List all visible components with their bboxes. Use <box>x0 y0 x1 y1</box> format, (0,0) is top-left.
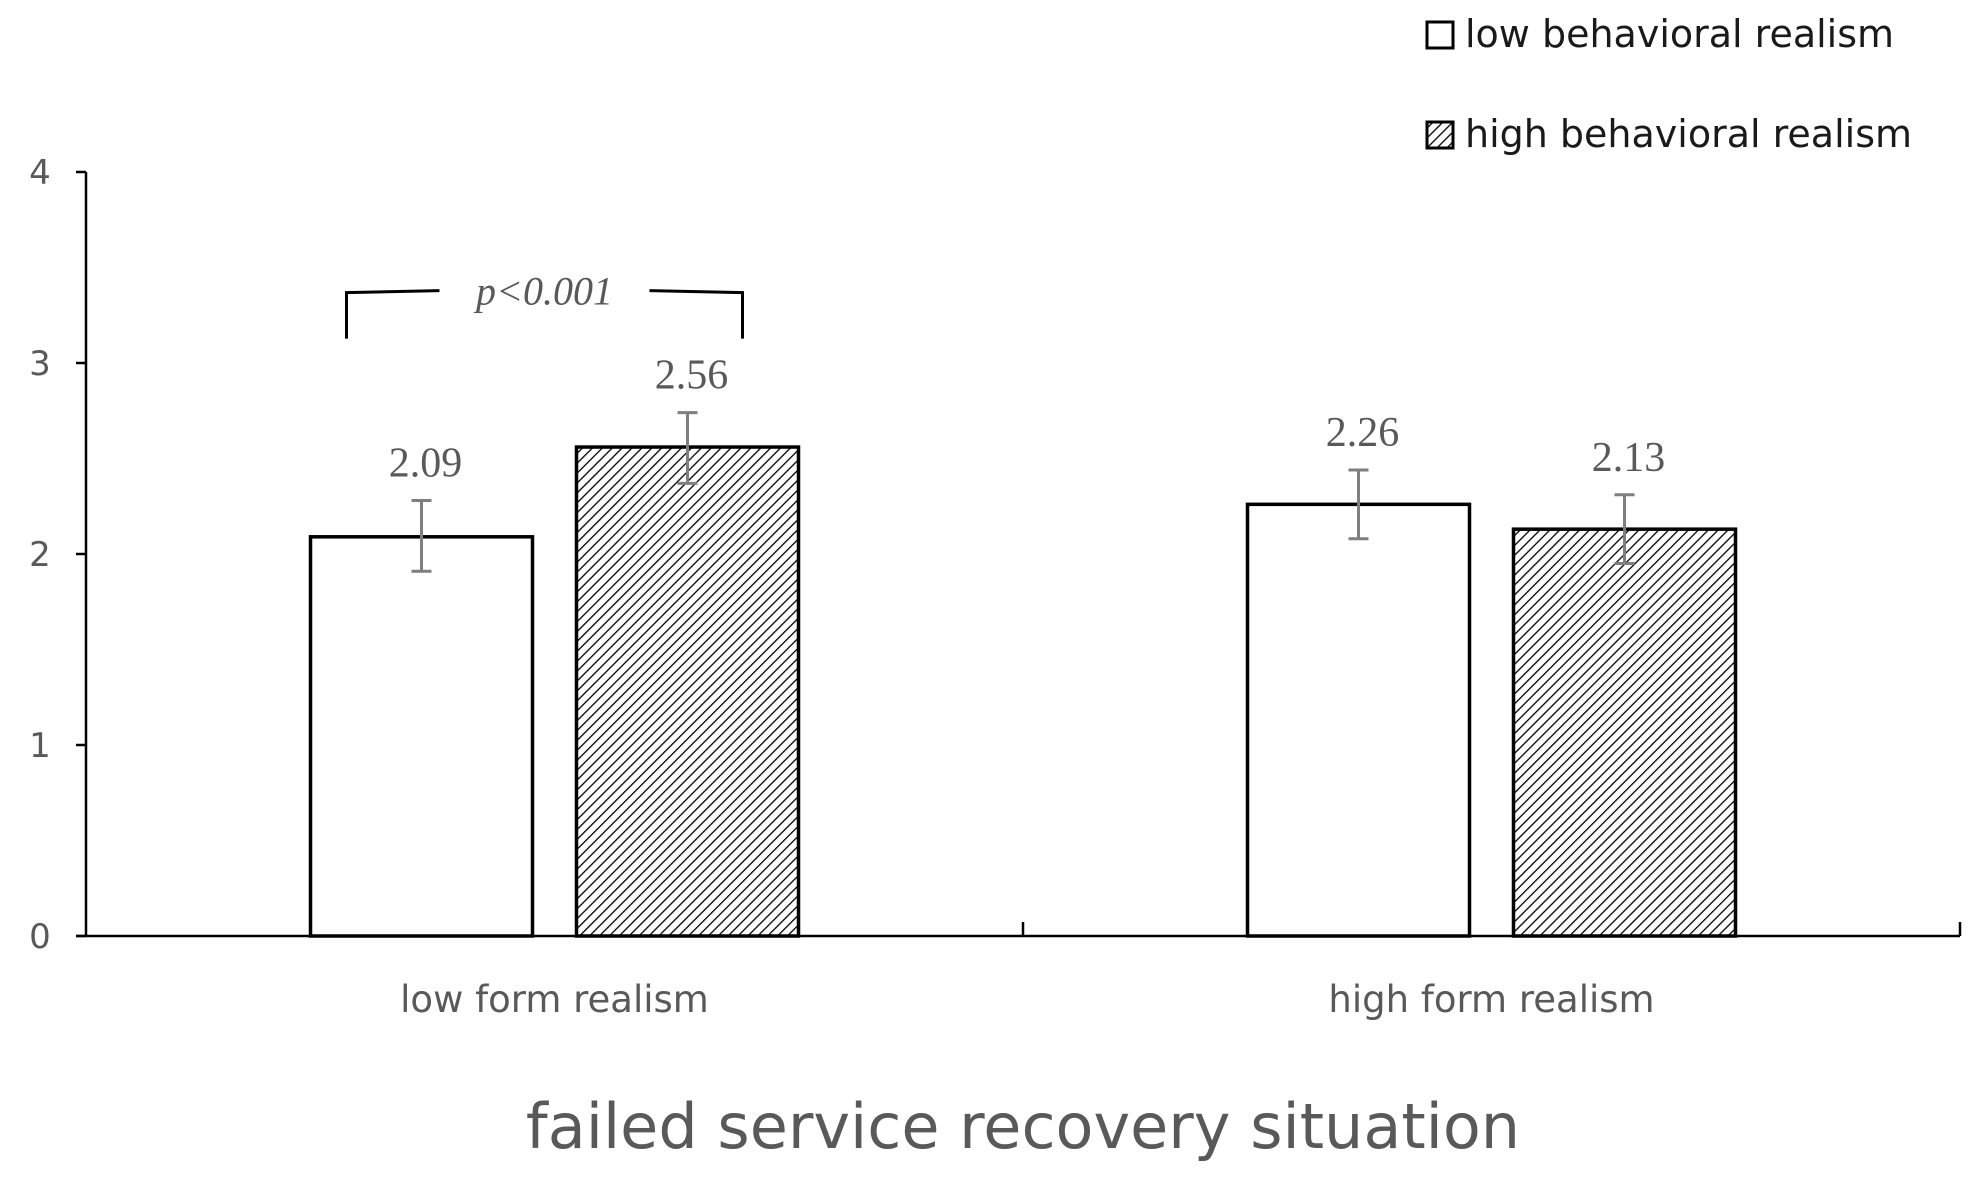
bar <box>1511 527 1738 938</box>
data-label: 2.09 <box>389 441 463 487</box>
bar <box>574 445 801 938</box>
data-label: 2.13 <box>1592 435 1666 481</box>
data-label: 2.56 <box>655 353 729 399</box>
legend-swatch <box>1425 20 1455 50</box>
x-category-label: high form realism <box>1328 978 1654 1021</box>
bar <box>308 535 535 938</box>
legend-label: high behavioral realism <box>1465 112 1912 156</box>
y-tick-label: 3 <box>29 344 51 384</box>
x-axis-title: failed service recovery situation <box>526 1090 1520 1163</box>
y-tick-label: 1 <box>29 726 51 766</box>
significance-label: p<0.001 <box>473 269 613 314</box>
y-tick-label: 4 <box>29 153 51 193</box>
significance-bracket-left <box>345 289 440 339</box>
bar <box>1245 502 1472 938</box>
x-category-label: low form realism <box>400 978 709 1021</box>
y-tick-label: 0 <box>29 917 51 957</box>
data-label: 2.26 <box>1326 410 1400 456</box>
significance-bracket-right <box>649 289 744 339</box>
legend-swatch <box>1425 120 1455 150</box>
legend-label: low behavioral realism <box>1465 12 1894 56</box>
y-tick-label: 2 <box>29 535 51 575</box>
